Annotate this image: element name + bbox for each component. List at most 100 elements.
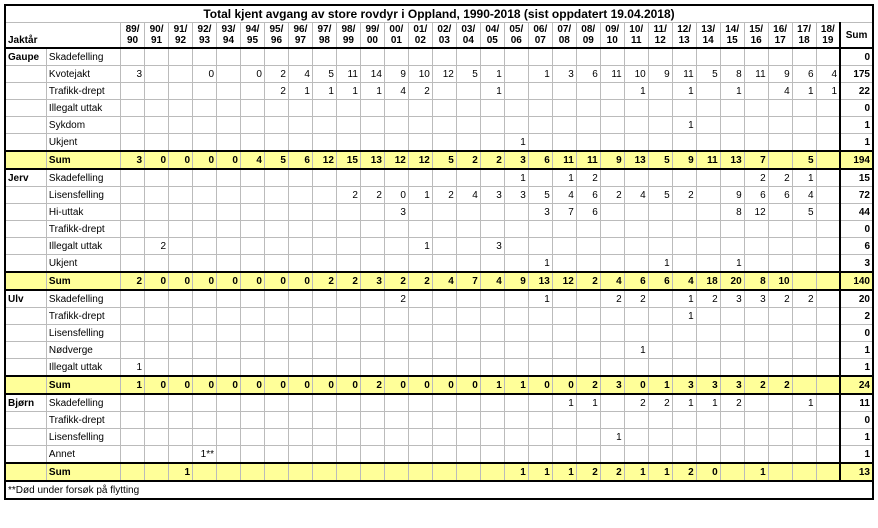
species-sum-cell: 20 [720, 272, 744, 290]
row-sum: 0 [840, 48, 873, 66]
data-cell [432, 169, 456, 187]
data-cell [744, 359, 768, 377]
data-cell [672, 238, 696, 255]
data-cell [528, 359, 552, 377]
data-cell: 11 [672, 66, 696, 83]
data-cell [312, 134, 336, 152]
data-cell [528, 48, 552, 66]
data-cell [169, 290, 193, 308]
data-cell [720, 169, 744, 187]
species-sum-cell [720, 463, 744, 481]
data-cell: 2 [264, 66, 288, 83]
data-cell [408, 342, 432, 359]
data-cell [240, 48, 264, 66]
data-cell [600, 359, 624, 377]
data-cell [288, 204, 312, 221]
data-cell [145, 134, 169, 152]
species-sum-cell [384, 463, 408, 481]
data-cell [240, 100, 264, 117]
data-cell [432, 429, 456, 446]
data-cell: 1 [576, 394, 600, 412]
year-header: 01/02 [408, 23, 432, 49]
data-cell [552, 290, 576, 308]
data-cell [744, 117, 768, 134]
data-cell [552, 100, 576, 117]
species-sum-cell: 9 [600, 151, 624, 169]
data-cell: 2 [792, 290, 816, 308]
data-cell [217, 238, 241, 255]
species-sum-cell: 0 [217, 376, 241, 394]
data-cell [432, 221, 456, 238]
data-cell [336, 255, 360, 273]
data-cell [600, 221, 624, 238]
data-cell [384, 100, 408, 117]
data-cell [312, 100, 336, 117]
data-cell [576, 117, 600, 134]
category-label: Skadefelling [46, 394, 120, 412]
data-cell [480, 325, 504, 342]
data-cell: 2 [384, 290, 408, 308]
data-cell [816, 412, 840, 429]
data-cell [816, 48, 840, 66]
row-sum: 1 [840, 134, 873, 152]
data-cell [240, 238, 264, 255]
table-title: Total kjent avgang av store rovdyr i Opp… [5, 5, 873, 23]
year-header: 10/11 [624, 23, 648, 49]
species-sum-cell: 0 [145, 272, 169, 290]
data-cell [696, 238, 720, 255]
data-cell [360, 204, 384, 221]
data-cell [504, 359, 528, 377]
data-cell [288, 221, 312, 238]
data-cell [816, 117, 840, 134]
category-label: Annet [46, 446, 120, 464]
species-sum-cell: 6 [288, 151, 312, 169]
data-cell [193, 290, 217, 308]
data-cell: 1 [121, 359, 145, 377]
data-cell [336, 204, 360, 221]
data-cell [408, 290, 432, 308]
data-cell [672, 221, 696, 238]
data-cell [169, 83, 193, 100]
species-sum-cell: 1 [504, 463, 528, 481]
data-cell [384, 48, 408, 66]
data-cell [193, 325, 217, 342]
data-cell [288, 169, 312, 187]
data-cell [744, 394, 768, 412]
data-cell [384, 359, 408, 377]
data-cell [312, 359, 336, 377]
data-cell [288, 48, 312, 66]
data-cell: 1 [336, 83, 360, 100]
species-sum-cell: 5 [792, 151, 816, 169]
species-sum-label: Sum [46, 463, 120, 481]
data-cell [480, 255, 504, 273]
species-sum-cell: 0 [145, 151, 169, 169]
data-cell [264, 169, 288, 187]
row-sum: 72 [840, 187, 873, 204]
data-cell [528, 83, 552, 100]
data-cell [504, 394, 528, 412]
data-cell [432, 359, 456, 377]
data-cell [121, 394, 145, 412]
data-cell: 2 [432, 187, 456, 204]
data-cell [480, 169, 504, 187]
data-cell [193, 342, 217, 359]
data-cell [504, 100, 528, 117]
data-cell [504, 66, 528, 83]
data-cell [408, 446, 432, 464]
data-cell [145, 255, 169, 273]
data-cell: 2 [768, 290, 792, 308]
data-cell [408, 48, 432, 66]
data-cell [264, 308, 288, 325]
data-cell [528, 394, 552, 412]
data-cell: 4 [456, 187, 480, 204]
species-sum-cell: 2 [480, 151, 504, 169]
data-cell: 14 [360, 66, 384, 83]
data-cell [648, 429, 672, 446]
species-grand-sum: 140 [840, 272, 873, 290]
data-cell [408, 221, 432, 238]
category-label: Ukjent [46, 255, 120, 273]
data-cell: 4 [816, 66, 840, 83]
data-cell [816, 342, 840, 359]
data-cell [504, 83, 528, 100]
species-sum-cell [121, 463, 145, 481]
